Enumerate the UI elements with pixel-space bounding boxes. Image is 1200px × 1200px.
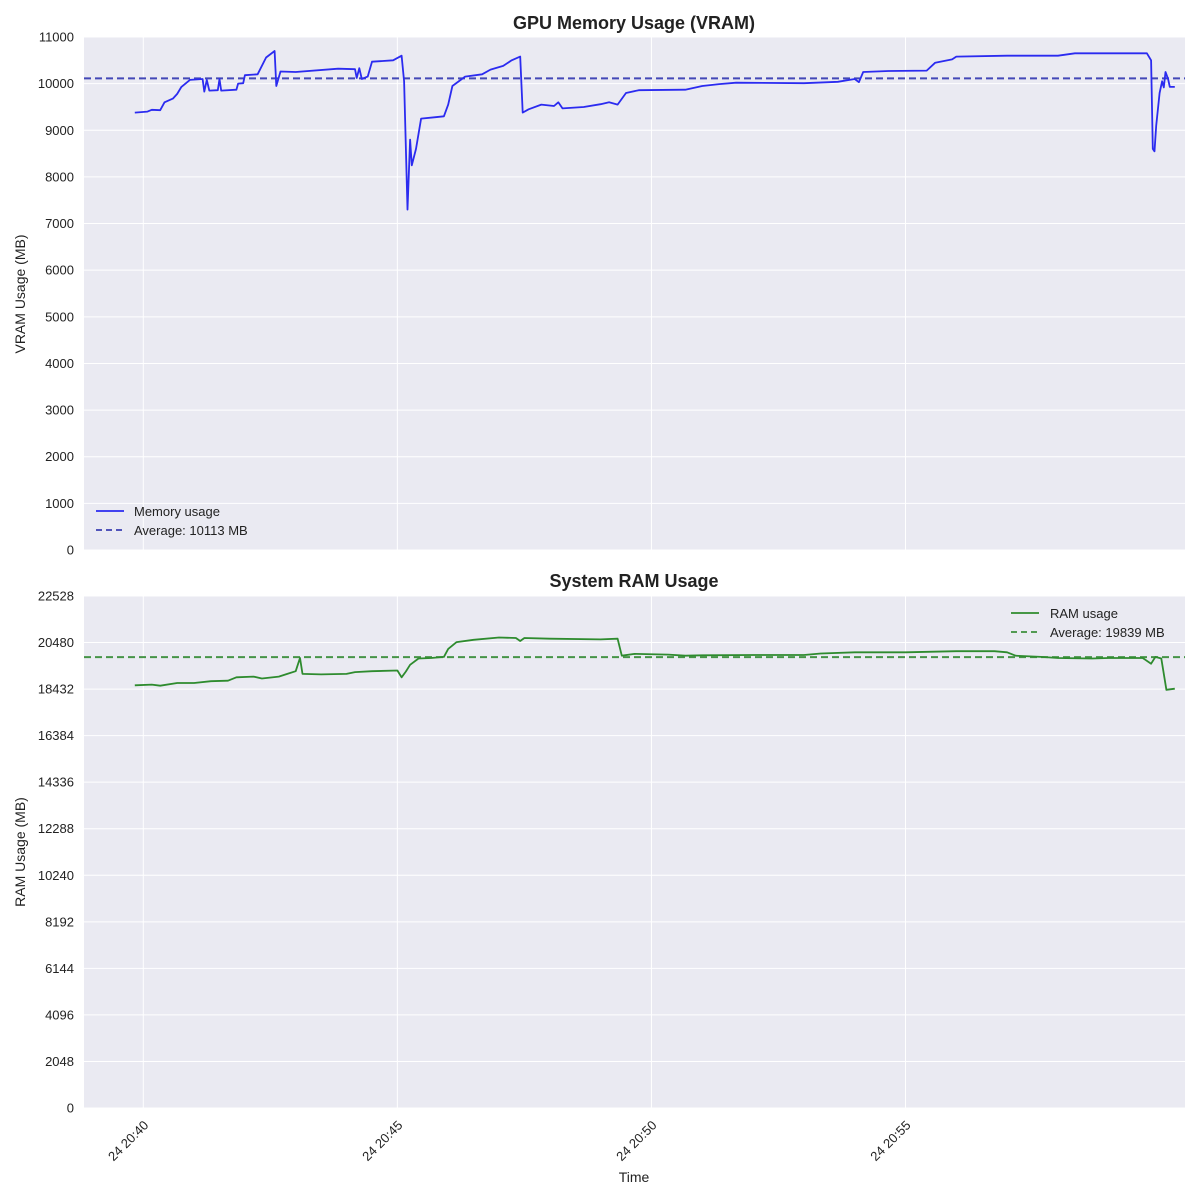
vram-ytick-label-7: 7000: [45, 216, 74, 231]
ram-x-tick-labels: 24 20:40 24 20:45 24 20:50 24 20:55: [105, 1118, 914, 1164]
vram-ytick-label-9: 9000: [45, 123, 74, 138]
ram-ytick-label-2: 4096: [45, 1007, 74, 1022]
ram-ytick-label-6: 12288: [38, 821, 74, 836]
vram-gridlines: [84, 36, 1185, 551]
ram-x-axis-label: Time: [619, 1169, 650, 1185]
ram-legend: RAM usage Average: 19839 MB: [1011, 606, 1165, 640]
vram-y-tick-labels: 0 1000 2000 3000 4000 5000 6000 7000 8000 9000 100…: [38, 30, 74, 558]
vram-series-line: [134, 50, 1175, 211]
ram-ytick-label-5: 10240: [38, 868, 74, 883]
ram-series-0-line: [134, 636, 1175, 691]
vram-ytick-label-5: 5000: [45, 309, 74, 324]
ram-xtick-label-2: 24 20:50: [613, 1118, 659, 1164]
vram-ytick-label-0: 0: [67, 543, 74, 558]
ram-y-tick-labels: 0 2048 4096 6144 8192 10240 12288 14336 16384 184…: [38, 589, 74, 1116]
vram-ytick-label-1: 1000: [45, 496, 74, 511]
vram-legend-label-series: Memory usage: [134, 504, 220, 519]
ram-gridlines: [84, 595, 1185, 1109]
ram-chart-title: System RAM Usage: [549, 571, 718, 591]
ram-series-line: [134, 636, 1175, 691]
ram-ytick-label-3: 6144: [45, 961, 74, 976]
ram-xtick-label-1: 24 20:45: [359, 1118, 405, 1164]
ram-ytick-label-11: 22528: [38, 589, 74, 604]
ram-ytick-label-1: 2048: [45, 1054, 74, 1069]
vram-ytick-label-8: 8000: [45, 169, 74, 184]
vram-legend-label-average: Average: 10113 MB: [134, 523, 248, 538]
ram-ytick-label-0: 0: [67, 1101, 74, 1116]
ram-ytick-label-9: 18432: [38, 682, 74, 697]
ram-legend-label-average: Average: 19839 MB: [1050, 625, 1165, 640]
vram-plot-area: [84, 37, 1185, 550]
ram-legend-label-series: RAM usage: [1050, 606, 1118, 621]
ram-ytick-label-8: 16384: [38, 728, 74, 743]
ram-xtick-label-0: 24 20:40: [105, 1118, 151, 1164]
ram-ytick-label-4: 8192: [45, 914, 74, 929]
vram-y-axis-label: VRAM Usage (MB): [12, 234, 28, 353]
vram-ytick-label-4: 4000: [45, 356, 74, 371]
vram-ytick-label-6: 6000: [45, 263, 74, 278]
vram-ytick-label-3: 3000: [45, 403, 74, 418]
ram-y-axis-label: RAM Usage (MB): [12, 797, 28, 907]
ram-xtick-label-3: 24 20:55: [867, 1118, 913, 1164]
vram-chart-title: GPU Memory Usage (VRAM): [513, 13, 755, 33]
ram-plot-area: [84, 596, 1185, 1108]
vram-legend: Memory usage Average: 10113 MB: [96, 504, 248, 538]
ram-panel: 0 2048 4096 6144 8192 10240 12288 14336 16384 184…: [12, 571, 1185, 1185]
ram-ytick-label-7: 14336: [38, 775, 74, 790]
vram-ytick-label-11: 11000: [39, 30, 74, 45]
ram-ytick-label-10: 20480: [38, 635, 74, 650]
vram-series-0-line: [134, 50, 1175, 211]
vram-panel: 0 1000 2000 3000 4000 5000 6000 7000 8000 9000 100…: [12, 13, 1185, 558]
vram-ytick-label-10: 10000: [38, 76, 74, 91]
vram-ytick-label-2: 2000: [45, 449, 74, 464]
